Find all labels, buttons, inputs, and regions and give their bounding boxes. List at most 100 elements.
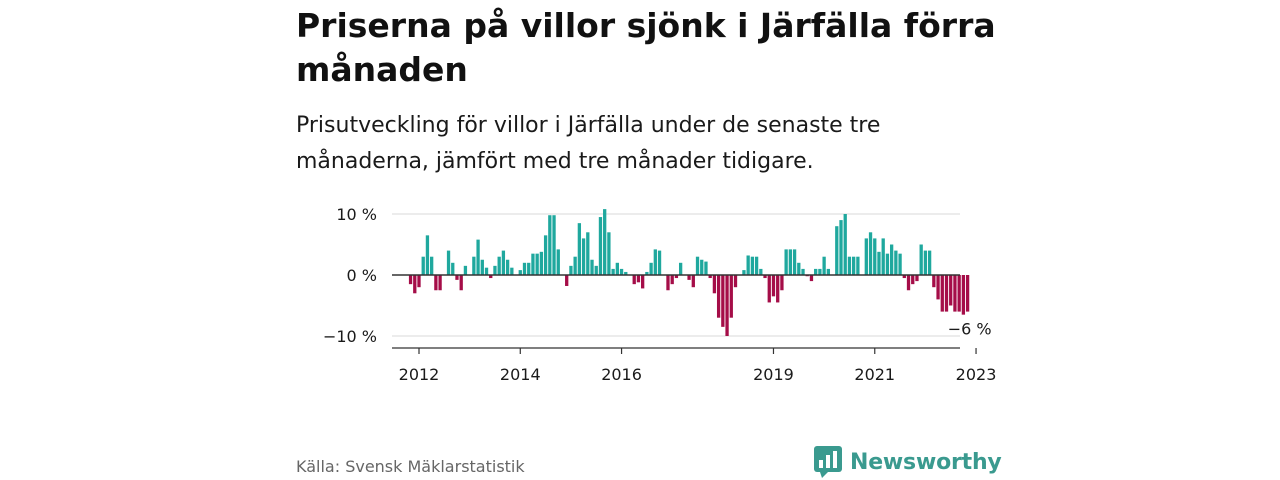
bar [594, 265, 598, 275]
bar [586, 232, 590, 275]
bar [763, 275, 767, 279]
bar [856, 256, 860, 275]
bar [624, 271, 628, 275]
bar [518, 270, 522, 275]
grid-lines [392, 213, 960, 337]
bar [965, 275, 970, 312]
last-value-annotation: −6 % [948, 320, 992, 339]
bar [801, 268, 805, 275]
bar [885, 253, 890, 275]
bar [932, 275, 936, 288]
bar [923, 250, 928, 275]
bar [754, 256, 759, 275]
bar [611, 268, 615, 275]
bar [666, 275, 670, 291]
bar [565, 275, 569, 286]
bar [472, 256, 476, 275]
bar [809, 275, 814, 282]
bar [417, 275, 421, 288]
bar [704, 261, 708, 275]
bar [961, 275, 966, 315]
bar [434, 275, 438, 291]
bar [940, 275, 944, 312]
bar [784, 249, 788, 275]
bar [944, 275, 949, 312]
bar [759, 268, 763, 275]
bar [476, 239, 480, 275]
bar [493, 265, 497, 275]
x-tick-label: 2023 [956, 365, 997, 384]
bar [792, 249, 797, 275]
bar [936, 275, 940, 300]
bar [645, 271, 649, 275]
bar [742, 270, 746, 275]
bar [438, 275, 442, 291]
bar [957, 275, 961, 312]
x-tick-label: 2021 [854, 365, 895, 384]
bar [632, 275, 636, 285]
bar [480, 259, 484, 275]
bar [678, 262, 683, 275]
bar [780, 275, 784, 291]
bar [700, 259, 704, 275]
bar [788, 249, 793, 275]
bar [484, 267, 489, 275]
bar [510, 267, 514, 275]
bar [527, 262, 531, 275]
bar [501, 250, 506, 275]
bar [590, 259, 594, 275]
bar [919, 244, 923, 275]
bar [670, 275, 674, 285]
bar [843, 214, 847, 275]
bar [535, 253, 539, 275]
bar [894, 250, 898, 275]
y-tick-label: 10 % [336, 205, 377, 224]
bar [531, 253, 535, 275]
bar [446, 250, 451, 275]
newsworthy-logo-icon [814, 446, 842, 478]
bar [822, 256, 826, 275]
brand-name: Newsworthy [850, 449, 1002, 475]
bar [898, 253, 902, 275]
bar [877, 251, 881, 275]
bar [649, 262, 653, 275]
bar [607, 232, 611, 275]
bar [911, 275, 915, 285]
bar [953, 275, 957, 312]
bar [725, 275, 729, 336]
bar-chart: 10 % 0 % −10 % 2012 2014 2016 2019 2021 2023 −6 % [323, 205, 996, 384]
bar [674, 275, 679, 279]
bar [708, 275, 712, 279]
bar [577, 223, 582, 275]
bar [949, 275, 953, 306]
bar [522, 262, 527, 275]
bar [548, 215, 552, 275]
chart-subtitle: Prisutveckling för villor i Järfälla und… [296, 113, 881, 174]
bar [771, 275, 776, 297]
brand-logo[interactable]: Newsworthy [814, 446, 1002, 478]
x-tick-label: 2012 [399, 365, 440, 384]
bar [636, 275, 641, 283]
bar [603, 209, 607, 275]
bar [425, 235, 430, 275]
bar [619, 268, 624, 275]
bar [712, 275, 717, 294]
bar [818, 268, 822, 275]
bar [657, 250, 662, 275]
bar [691, 275, 695, 288]
bar [497, 256, 501, 275]
bar [873, 238, 877, 275]
bar [852, 256, 856, 275]
bar [902, 275, 906, 279]
bar [767, 275, 771, 303]
bar [573, 256, 577, 275]
axis-labels: 10 % 0 % −10 % 2012 2014 2016 2019 2021 2023 −6 % [323, 205, 996, 384]
x-tick-label: 2019 [753, 365, 794, 384]
bar [615, 262, 619, 275]
bar [451, 262, 455, 275]
bar [797, 262, 801, 275]
bar [814, 268, 818, 275]
bar [408, 275, 413, 285]
bar [489, 275, 493, 279]
bar [543, 235, 548, 275]
